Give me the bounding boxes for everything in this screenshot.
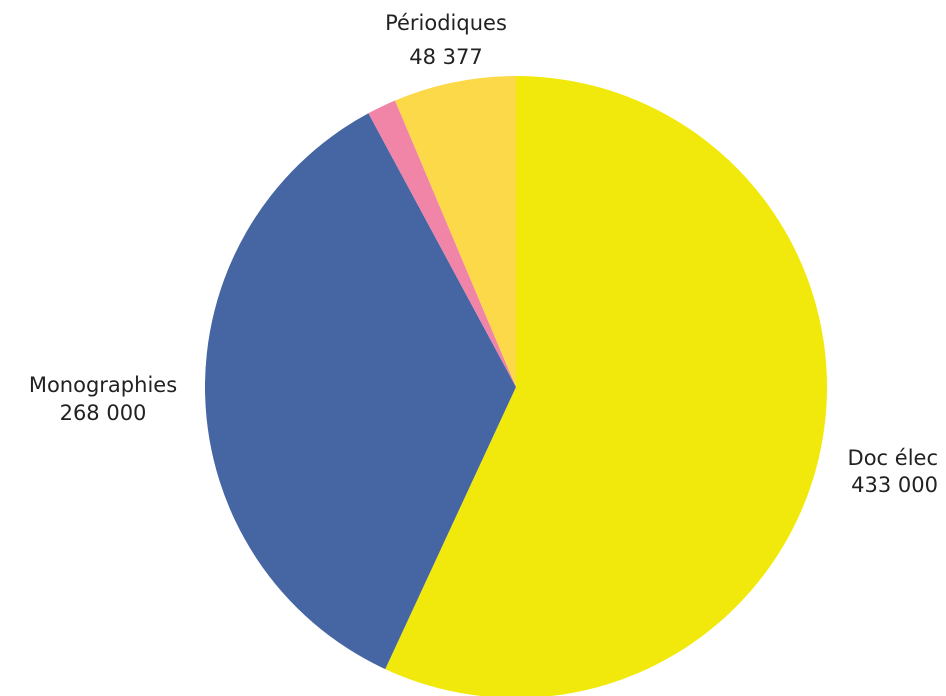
- pie-slice-periodiques: [395, 76, 516, 387]
- label-periodiques-value: 48 377: [409, 45, 482, 69]
- pie-slices: [204, 76, 827, 696]
- label-doc-elec: Doc élec 433 000: [848, 446, 938, 497]
- pie-slice-monographies: [204, 113, 516, 670]
- label-monographies-name: Monographies: [29, 373, 177, 397]
- label-monographies: Monographies 268 000: [29, 373, 177, 425]
- label-periodiques-name: Périodiques: [385, 11, 507, 35]
- pie-slice-unlabeled-2: [368, 100, 516, 388]
- label-periodiques: Périodiques 48 377: [385, 11, 507, 69]
- label-monographies-value: 268 000: [60, 401, 147, 425]
- pie-slice-doc-elec: [385, 76, 827, 696]
- label-doc-elec-name: Doc élec: [848, 446, 938, 470]
- label-doc-elec-value: 433 000: [851, 473, 938, 497]
